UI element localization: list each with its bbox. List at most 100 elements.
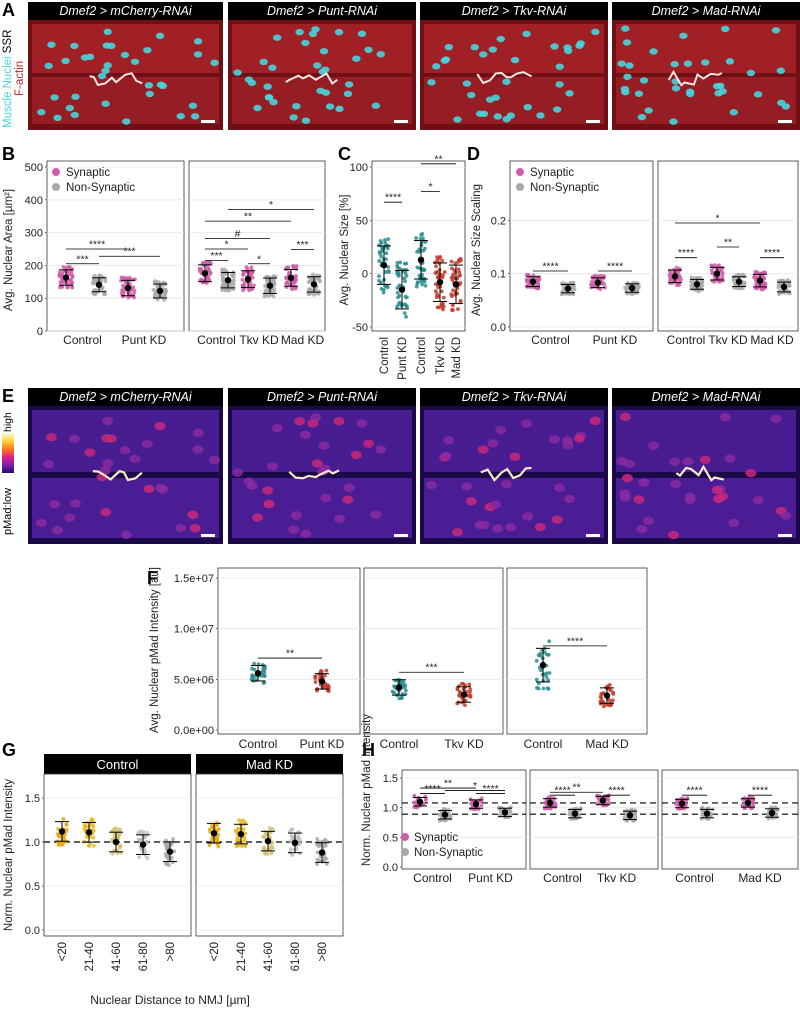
- data-point: [415, 280, 420, 285]
- data-point: [208, 270, 213, 275]
- mean-point: [398, 286, 406, 293]
- data-point: [433, 289, 438, 294]
- data-point: [235, 836, 240, 840]
- data-point: [422, 279, 427, 284]
- data-point: [313, 674, 318, 679]
- data-point: [111, 829, 116, 834]
- data-point: [262, 666, 266, 670]
- significance-label: *: [269, 199, 273, 211]
- data-point: [292, 279, 297, 284]
- data-point: [542, 650, 547, 655]
- data-point: [395, 270, 400, 274]
- facet-strip: [196, 754, 343, 774]
- legend-synaptic-swatch: [52, 168, 60, 176]
- data-point: [244, 265, 249, 270]
- data-point: [310, 272, 315, 277]
- data-point: [308, 279, 312, 283]
- data-point: [384, 251, 389, 256]
- data-point: [463, 698, 468, 703]
- data-point: [264, 832, 268, 836]
- tick-label: 50: [356, 215, 368, 227]
- tick-label: 1.5: [25, 793, 40, 805]
- mean-point: [564, 285, 572, 292]
- data-point: [605, 684, 610, 688]
- data-point: [780, 290, 785, 295]
- significance-label: ****: [678, 247, 694, 259]
- micrograph-e-1: Dmef2 > mCherry-RNAi: [28, 388, 223, 544]
- mean-point: [571, 810, 579, 817]
- data-point: [110, 837, 114, 842]
- x-tick-label: Punt KD: [468, 871, 513, 885]
- mean-point: [201, 270, 209, 277]
- data-point: [462, 703, 467, 708]
- data-point: [377, 259, 382, 263]
- data-point: [787, 291, 792, 296]
- data-point: [61, 265, 66, 269]
- data-point: [240, 277, 245, 282]
- data-point: [126, 295, 131, 300]
- x-tick-label: 41-60: [111, 942, 123, 971]
- data-point: [611, 698, 615, 703]
- data-point: [395, 290, 400, 295]
- data-point: [458, 690, 462, 695]
- data-point: [623, 285, 627, 290]
- data-point: [440, 258, 445, 263]
- data-point: [262, 674, 267, 678]
- mean-point: [501, 809, 509, 816]
- data-point: [450, 303, 455, 308]
- significance-label: ***: [296, 239, 308, 251]
- data-point: [136, 830, 141, 835]
- micrograph-title: Dmef2 > Punt-RNAi: [266, 4, 378, 18]
- data-point: [60, 285, 65, 289]
- mean-point: [156, 287, 164, 295]
- data-point: [762, 270, 766, 275]
- data-point: [434, 264, 439, 269]
- data-point: [241, 270, 246, 275]
- data-point: [441, 273, 445, 278]
- data-point: [402, 311, 407, 316]
- data-point: [479, 803, 484, 808]
- data-point: [567, 812, 572, 817]
- facet-frame: [657, 160, 799, 332]
- data-point: [378, 251, 383, 256]
- tick-label: 0.2: [491, 215, 506, 227]
- mean-point: [603, 692, 611, 699]
- data-point: [64, 829, 68, 834]
- data-point: [382, 238, 387, 242]
- data-point: [435, 270, 439, 274]
- data-point: [252, 661, 257, 666]
- data-point: [91, 824, 96, 829]
- data-point: [220, 288, 225, 292]
- data-point: [99, 287, 104, 292]
- data-point: [141, 848, 146, 853]
- data-point: [66, 285, 70, 290]
- data-point: [296, 838, 301, 842]
- scale-bar: [201, 534, 215, 537]
- data-point: [397, 283, 402, 288]
- data-point: [545, 652, 550, 657]
- tick-label: 300: [25, 228, 43, 240]
- micrograph-image: [420, 20, 608, 130]
- data-point: [137, 855, 142, 860]
- data-point: [198, 266, 202, 271]
- data-point: [606, 797, 611, 802]
- data-point: [439, 302, 444, 307]
- mean-point: [210, 830, 218, 837]
- data-point: [291, 264, 296, 268]
- data-point: [508, 809, 513, 814]
- data-point: [590, 279, 594, 284]
- mean-point: [266, 282, 274, 289]
- data-point: [289, 834, 294, 839]
- legend-nonsynaptic-swatch: [401, 848, 409, 856]
- facet-strip: [44, 754, 191, 774]
- data-point: [441, 307, 445, 312]
- data-point: [637, 285, 641, 290]
- pmad-colorbar: [2, 433, 14, 473]
- data-point: [69, 269, 74, 274]
- tick-label: 0.0: [491, 322, 506, 334]
- x-tick-label: Control: [379, 337, 391, 374]
- data-point: [747, 795, 752, 800]
- x-tick-label: 61-80: [138, 942, 150, 971]
- significance-label: ****: [424, 783, 440, 795]
